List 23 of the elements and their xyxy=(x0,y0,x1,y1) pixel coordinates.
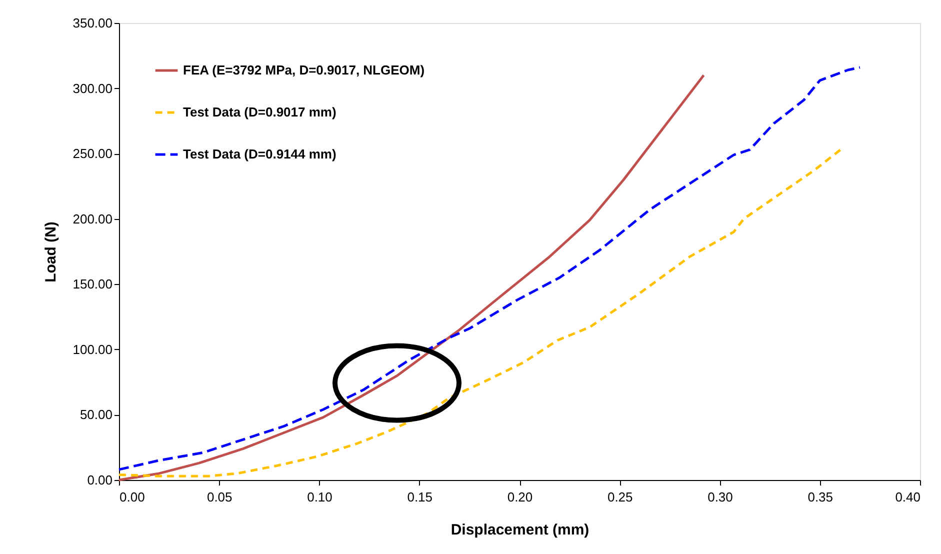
x-tick-label: 0.25 xyxy=(607,490,633,504)
x-tick-label: 0.40 xyxy=(895,490,920,504)
y-tick-label: 300.00 xyxy=(72,80,112,96)
x-axis-title: Displacement (mm) xyxy=(450,522,590,538)
x-tick-label: 0.30 xyxy=(708,490,733,504)
x-tick-label: 0.05 xyxy=(206,490,232,504)
y-tick-label: 350.00 xyxy=(72,16,112,30)
y-tick-label: 200.00 xyxy=(72,211,112,226)
y-tick-label: 50.00 xyxy=(80,407,112,422)
legend-label: Test Data (D=0.9017 mm) xyxy=(183,104,336,120)
x-tick-label: 0.15 xyxy=(407,490,433,504)
y-axis-title: Load (N) xyxy=(42,222,60,282)
line-series xyxy=(118,66,862,471)
x-tick-label: 0.20 xyxy=(507,490,533,504)
x-tick-label: 0.35 xyxy=(808,490,834,504)
y-tick-label: 250.00 xyxy=(72,146,112,162)
y-tick-label: 100.00 xyxy=(72,342,112,357)
y-tick-label: 150.00 xyxy=(72,276,112,292)
legend-label: FEA (E=3792 MPa, D=0.9017, NLGEOM) xyxy=(183,62,425,78)
y-tick-label: 0.00 xyxy=(87,472,112,488)
x-tick-label: 0.00 xyxy=(120,490,145,504)
x-tick-label: 0.10 xyxy=(307,490,332,504)
legend-label: Test Data (D=0.9144 mm) xyxy=(183,146,336,162)
